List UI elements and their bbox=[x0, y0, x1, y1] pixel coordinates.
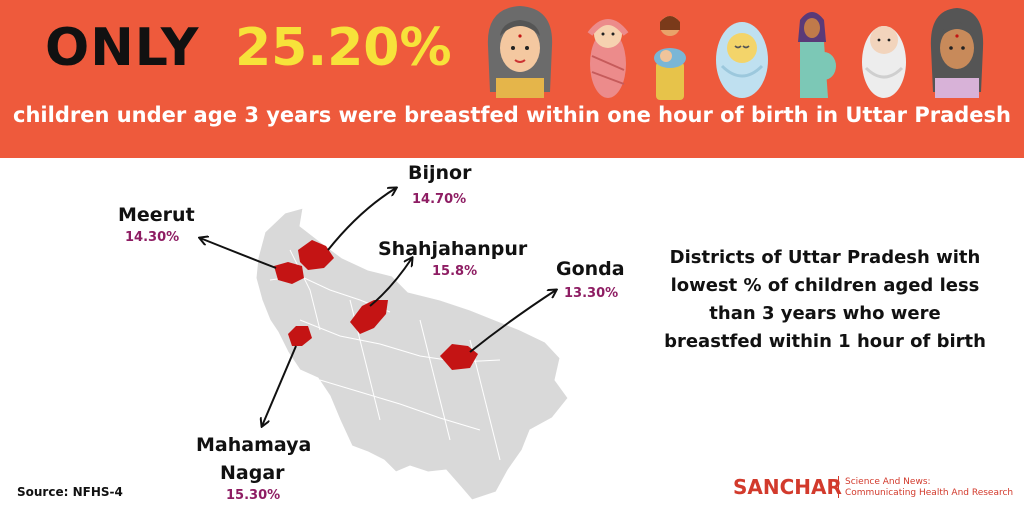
value-shahjahanpur: 15.8% bbox=[432, 264, 478, 279]
district-meerut bbox=[274, 262, 304, 284]
arrow-bijnor bbox=[327, 188, 396, 251]
value-meerut: 14.30% bbox=[125, 230, 180, 245]
subline-highlight: breastfed bbox=[404, 103, 519, 127]
label-nagar: Nagar bbox=[220, 462, 285, 484]
description-line-2: lowest % of children aged less bbox=[670, 275, 980, 296]
value-gonda: 13.30% bbox=[564, 286, 619, 301]
arrow-meerut bbox=[200, 238, 277, 269]
description-line-1: Districts of Uttar Pradesh with bbox=[669, 247, 981, 268]
baby-in-blanket-icon bbox=[716, 22, 768, 98]
subline-after: within one hour of birth in Uttar Prades… bbox=[518, 103, 1011, 127]
district-gonda bbox=[440, 344, 478, 370]
label-mahamaya: Mahamaya bbox=[196, 434, 312, 456]
elder-woman-icon bbox=[930, 8, 984, 98]
uttar-pradesh-map bbox=[0, 158, 569, 501]
swaddled-baby-icon bbox=[587, 19, 629, 98]
brand-tagline-2: Communicating Health And Research bbox=[845, 488, 1014, 498]
description-line-3: than 3 years who were bbox=[709, 303, 941, 324]
label-meerut: Meerut bbox=[118, 204, 195, 226]
headline-subline: children under age 3 years were breastfe… bbox=[0, 103, 1024, 127]
brand-divider bbox=[838, 476, 839, 498]
breastfeeding-mother-icon bbox=[654, 16, 686, 100]
icon-row bbox=[487, 6, 984, 100]
arrow-shahjahanpur bbox=[369, 258, 412, 307]
value-bijnor: 14.70% bbox=[412, 192, 467, 207]
description-text: Districts of Uttar Pradesh with lowest %… bbox=[640, 244, 1010, 356]
source-note: Source: NFHS-4 bbox=[17, 485, 123, 499]
pregnant-woman-icon bbox=[798, 12, 836, 98]
arrow-gonda bbox=[469, 290, 556, 353]
subline-before: children under age 3 years were bbox=[13, 103, 405, 127]
label-bijnor: Bijnor bbox=[408, 162, 472, 184]
label-gonda: Gonda bbox=[556, 258, 625, 280]
district-shahjahanpur bbox=[350, 300, 388, 334]
arrow-mahamaya-nagar bbox=[262, 345, 297, 426]
district-bijnor bbox=[298, 240, 334, 270]
headline-only: ONLY bbox=[45, 18, 200, 78]
value-mahamaya-nagar: 15.30% bbox=[226, 488, 281, 503]
headline-percentage: 25.20% bbox=[235, 18, 452, 78]
description-line-4: breastfed within 1 hour of birth bbox=[664, 331, 986, 352]
label-shahjahanpur: Shahjahanpur bbox=[378, 238, 528, 260]
district-mahamaya-nagar bbox=[288, 326, 312, 346]
brand-tagline-1: Science And News: bbox=[845, 477, 931, 487]
newborn-icon bbox=[862, 26, 906, 98]
brand-logo: SANCHAR bbox=[733, 475, 842, 499]
woman-icon bbox=[487, 6, 553, 98]
